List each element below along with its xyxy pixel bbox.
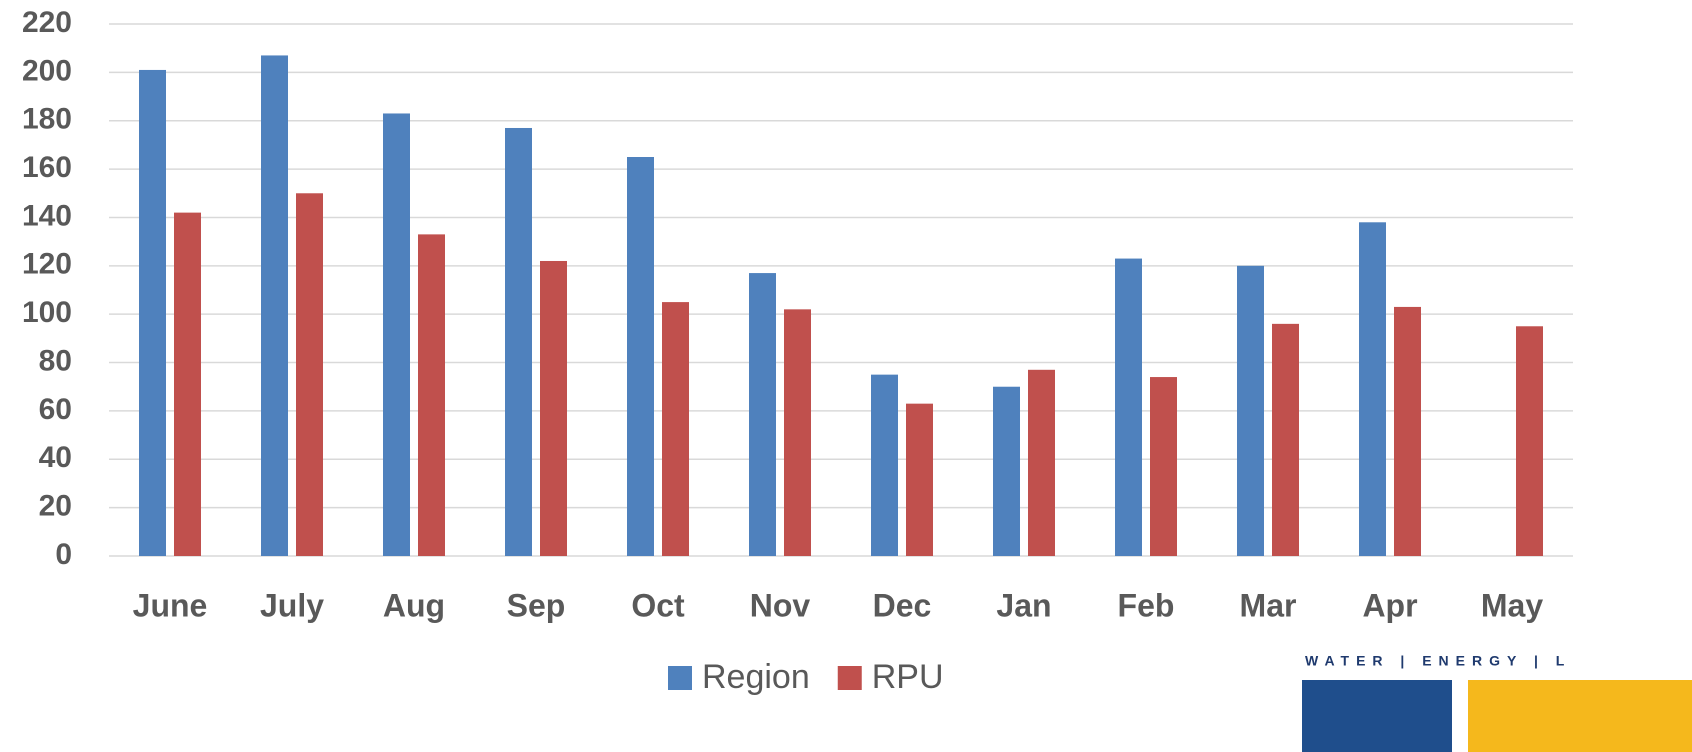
x-tick-label: Aug bbox=[383, 587, 445, 623]
x-tick-label: Feb bbox=[1118, 587, 1175, 623]
y-tick-label: 140 bbox=[22, 199, 72, 232]
bar bbox=[993, 386, 1020, 556]
bar bbox=[1115, 258, 1142, 556]
x-tick-label: May bbox=[1481, 587, 1543, 623]
x-tick-label: Dec bbox=[873, 587, 932, 623]
bar bbox=[261, 55, 288, 556]
y-tick-label: 120 bbox=[22, 248, 72, 281]
y-tick-label: 100 bbox=[22, 296, 72, 329]
bar bbox=[906, 403, 933, 556]
bar bbox=[383, 113, 410, 557]
logo-block bbox=[1302, 680, 1452, 752]
legend-swatch bbox=[668, 666, 692, 690]
x-tick-label: Jan bbox=[996, 587, 1051, 623]
y-tick-label: 200 bbox=[22, 54, 72, 87]
bar bbox=[505, 127, 532, 557]
y-tick-label: 0 bbox=[55, 538, 72, 571]
y-tick-label: 40 bbox=[39, 441, 72, 474]
bar bbox=[627, 157, 654, 556]
x-tick-label: June bbox=[133, 587, 208, 623]
bar bbox=[418, 234, 445, 556]
y-tick-label: 60 bbox=[39, 393, 72, 426]
bar bbox=[784, 309, 811, 556]
bar bbox=[749, 273, 776, 556]
x-tick-label: Oct bbox=[631, 587, 685, 623]
x-tick-label: July bbox=[260, 587, 324, 623]
y-tick-label: 220 bbox=[22, 6, 72, 39]
bar bbox=[1516, 326, 1543, 556]
y-tick-label: 20 bbox=[39, 490, 72, 523]
bar bbox=[540, 260, 567, 556]
bar bbox=[871, 374, 898, 556]
y-tick-label: 80 bbox=[39, 344, 72, 377]
bar bbox=[1272, 323, 1299, 556]
x-tick-label: Apr bbox=[1362, 587, 1417, 623]
bar bbox=[1237, 265, 1264, 556]
y-tick-label: 160 bbox=[22, 151, 72, 184]
y-tick-label: 180 bbox=[22, 103, 72, 136]
legend-swatch bbox=[837, 666, 862, 690]
logo-text: WATER | ENERGY | L bbox=[1305, 653, 1571, 669]
legend-label: RPU bbox=[872, 658, 944, 696]
legend-label: Region bbox=[702, 658, 810, 696]
bar bbox=[139, 69, 166, 556]
bar bbox=[1394, 306, 1421, 556]
bar bbox=[1028, 369, 1055, 556]
bar bbox=[296, 193, 323, 557]
bar bbox=[1150, 377, 1177, 556]
bar bbox=[662, 302, 689, 556]
bar bbox=[174, 212, 201, 557]
x-tick-label: Sep bbox=[507, 587, 566, 623]
bar bbox=[1359, 222, 1386, 557]
x-tick-label: Mar bbox=[1240, 587, 1297, 623]
logo-block bbox=[1468, 680, 1692, 752]
x-tick-label: Nov bbox=[750, 587, 811, 623]
